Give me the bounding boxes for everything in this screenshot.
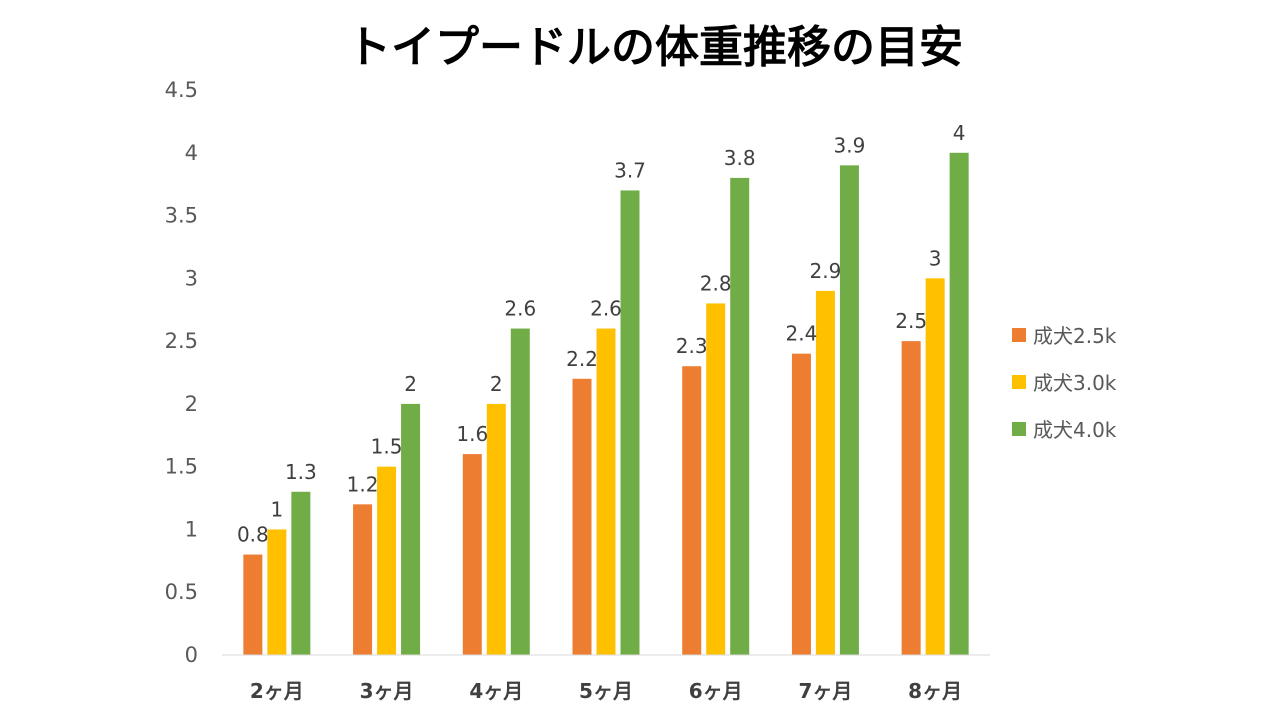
y-tick-label: 2.5 [165, 329, 198, 353]
data-label: 2.2 [566, 347, 598, 371]
y-axis: 0 0.5 1 1.5 2 2.5 3 3.5 4 4.5 [165, 78, 198, 667]
data-label: 1.3 [285, 460, 317, 484]
bar [925, 278, 945, 655]
bars-group [243, 152, 969, 656]
y-tick-label: 0 [185, 643, 198, 667]
bar [949, 152, 969, 655]
bar [572, 378, 592, 655]
data-label: 1 [270, 497, 283, 521]
data-label: 2.5 [895, 309, 927, 333]
data-label: 2.3 [676, 334, 708, 358]
bar [401, 403, 421, 655]
data-labels-group: 0.811.3 1.2 1.5 2 1.6 2 2.6 2.2 2.6 3.7 2.3 2.8 3.8 2… [237, 121, 966, 547]
data-label: 1.5 [371, 435, 403, 459]
bar [839, 165, 859, 656]
y-tick-label: 2 [185, 392, 198, 416]
x-tick-label: 6ヶ月 [689, 679, 743, 703]
data-label: 1.2 [347, 472, 379, 496]
legend: 成犬2.5k 成犬3.0k 成犬4.0k [1012, 324, 1117, 442]
data-label: 2 [490, 372, 503, 396]
x-tick-label: 7ヶ月 [798, 679, 852, 703]
data-label: 3.9 [834, 133, 866, 157]
bar [682, 366, 702, 655]
bar [291, 491, 311, 655]
data-label: 2.6 [504, 297, 536, 321]
chart-title: トイプードルの体重推移の目安 [347, 22, 963, 73]
data-label: 2.6 [590, 297, 622, 321]
data-label: 3.8 [724, 146, 756, 170]
x-tick-label: 2ヶ月 [250, 679, 304, 703]
legend-swatch [1012, 375, 1026, 389]
legend-label: 成犬2.5k [1033, 324, 1117, 348]
bar [462, 454, 482, 655]
legend-label: 成犬3.0k [1033, 371, 1117, 395]
legend-swatch [1012, 422, 1026, 436]
bar [901, 341, 921, 655]
bar [706, 303, 726, 655]
bar [596, 328, 616, 655]
y-tick-label: 1.5 [165, 455, 198, 479]
data-label: 2.8 [700, 271, 732, 295]
y-tick-label: 3 [185, 266, 198, 290]
y-tick-label: 4.5 [165, 78, 198, 102]
bar [730, 177, 750, 655]
data-label: 4 [953, 121, 966, 145]
bar [267, 529, 287, 655]
bar [510, 328, 530, 655]
bar [243, 554, 263, 655]
y-tick-label: 1 [185, 517, 198, 541]
data-label: 1.6 [456, 422, 488, 446]
legend-label: 成犬4.0k [1033, 418, 1117, 442]
data-label: 2.9 [810, 259, 842, 283]
bar [815, 290, 835, 655]
data-label: 3 [929, 246, 942, 270]
legend-swatch [1012, 328, 1026, 342]
data-label: 0.8 [237, 523, 269, 547]
data-label: 3.7 [614, 158, 646, 182]
data-label: 2 [404, 372, 417, 396]
x-tick-label: 8ヶ月 [908, 679, 962, 703]
bar [377, 466, 397, 655]
x-tick-label: 4ヶ月 [469, 679, 523, 703]
x-tick-label: 3ヶ月 [360, 679, 414, 703]
y-tick-label: 0.5 [165, 580, 198, 604]
x-tick-label: 5ヶ月 [579, 679, 633, 703]
x-axis: 2ヶ月 3ヶ月 4ヶ月 5ヶ月 6ヶ月 7ヶ月 8ヶ月 [222, 654, 990, 703]
bar [486, 403, 506, 655]
y-tick-label: 3.5 [165, 204, 198, 228]
bar [620, 190, 640, 655]
bar [791, 353, 811, 655]
bar [353, 504, 373, 655]
data-label: 2.4 [786, 322, 818, 346]
y-tick-label: 4 [185, 141, 198, 165]
